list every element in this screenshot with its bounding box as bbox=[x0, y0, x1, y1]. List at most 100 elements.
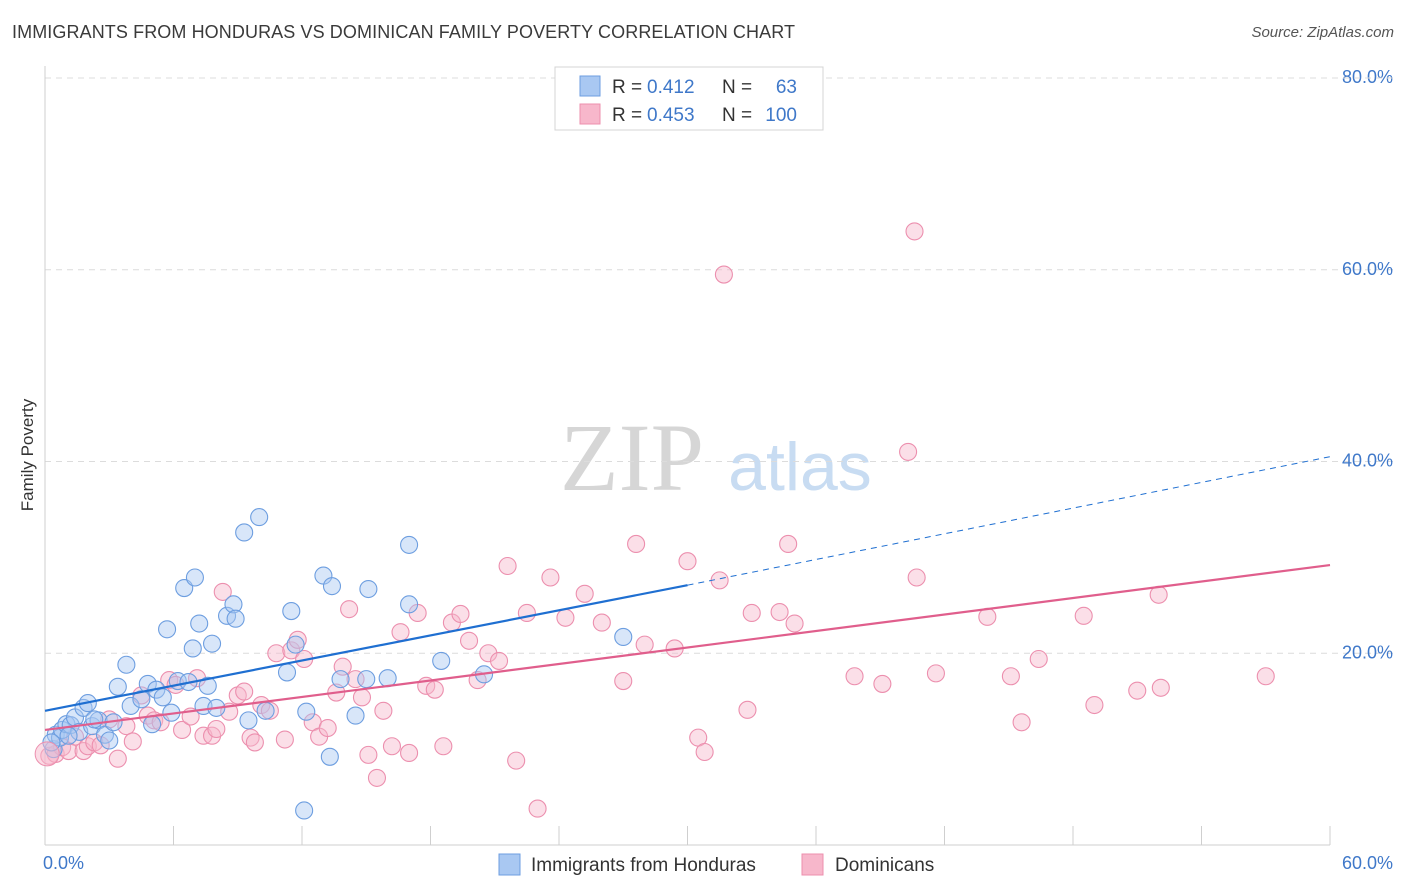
dominican-point bbox=[907, 568, 926, 587]
honduras-point bbox=[322, 577, 342, 596]
legend-r-value: 0.412 bbox=[647, 77, 695, 98]
honduras-point bbox=[400, 535, 419, 554]
dominican-point bbox=[779, 534, 798, 554]
dominican-point bbox=[905, 222, 924, 241]
y-tick-label: 60.0% bbox=[1342, 259, 1393, 279]
honduras-point bbox=[331, 670, 350, 689]
dominican-point bbox=[451, 604, 470, 623]
honduras-point bbox=[295, 801, 314, 820]
honduras-point bbox=[190, 614, 209, 633]
honduras-point bbox=[239, 711, 258, 730]
honduras-trend-line bbox=[44, 584, 688, 712]
y-tick-label: 40.0% bbox=[1342, 451, 1393, 471]
dominican-point bbox=[592, 613, 611, 632]
watermark-atlas: atlas bbox=[728, 429, 872, 505]
dominican-point bbox=[899, 442, 918, 461]
dominican-trend-line bbox=[44, 563, 1331, 732]
honduras-point bbox=[132, 690, 151, 709]
honduras-point bbox=[226, 609, 245, 628]
watermark-zip: ZIP bbox=[560, 404, 704, 511]
legend-n-label: N = bbox=[722, 105, 752, 126]
honduras-point bbox=[359, 579, 378, 599]
honduras-point bbox=[357, 670, 376, 689]
honduras-point bbox=[100, 731, 119, 750]
dominican-point bbox=[235, 682, 254, 701]
honduras-point bbox=[297, 702, 316, 721]
dominican-point bbox=[1029, 649, 1048, 669]
dominican-point bbox=[1128, 681, 1147, 700]
honduras-point bbox=[346, 706, 365, 725]
honduras-point bbox=[59, 726, 78, 745]
dominican-point bbox=[359, 745, 378, 764]
dominican-point bbox=[770, 602, 789, 622]
dominican-point bbox=[507, 751, 526, 770]
honduras-point bbox=[432, 651, 451, 670]
dominican-point bbox=[267, 644, 286, 663]
dominican-point bbox=[207, 719, 226, 739]
dominican-point bbox=[173, 720, 192, 740]
legend-swatch-dominican bbox=[579, 103, 601, 125]
dominican-point bbox=[434, 737, 453, 756]
dominican-point bbox=[374, 701, 393, 720]
dominican-point bbox=[635, 635, 654, 654]
dominican-point bbox=[498, 556, 517, 576]
legend-n-value: 63 bbox=[776, 77, 797, 98]
legend-r-value: 0.453 bbox=[647, 105, 695, 126]
x-tick-label-max: 60.0% bbox=[1342, 853, 1393, 873]
bottom-legend-label-dominican: Dominicans bbox=[835, 855, 934, 876]
dominican-point bbox=[346, 670, 365, 689]
dominican-point bbox=[1012, 713, 1031, 732]
dominican-point bbox=[1074, 606, 1093, 625]
legend-swatch-honduras bbox=[579, 75, 601, 97]
legend-r-label: R = bbox=[612, 105, 642, 126]
dominican-point bbox=[541, 568, 560, 587]
honduras-point bbox=[250, 508, 269, 527]
honduras-point bbox=[614, 627, 633, 647]
dominican-point bbox=[1001, 667, 1020, 686]
honduras-point bbox=[224, 595, 243, 614]
honduras-point bbox=[183, 639, 202, 658]
dominican-point bbox=[845, 667, 864, 686]
chart-source: Source: ZipAtlas.com bbox=[1251, 24, 1394, 41]
honduras-point bbox=[153, 688, 172, 707]
honduras-point bbox=[400, 595, 419, 614]
dominican-point bbox=[873, 674, 892, 693]
honduras-point bbox=[320, 747, 339, 766]
y-tick-label: 20.0% bbox=[1342, 642, 1393, 662]
dominican-point bbox=[352, 688, 372, 707]
dominican-point bbox=[391, 623, 410, 642]
dominican-point bbox=[340, 600, 359, 619]
dominican-point bbox=[318, 718, 337, 738]
chart-title: IMMIGRANTS FROM HONDURAS VS DOMINICAN FA… bbox=[12, 22, 796, 42]
honduras-point bbox=[198, 676, 217, 695]
honduras-point bbox=[143, 715, 162, 734]
dominican-point bbox=[926, 664, 945, 683]
legend-n-label: N = bbox=[722, 77, 752, 98]
x-tick-label-min: 0.0% bbox=[43, 853, 84, 873]
honduras-point bbox=[282, 602, 301, 621]
dominican-point bbox=[245, 733, 264, 752]
honduras-point bbox=[158, 620, 177, 639]
bottom-legend-swatch-honduras bbox=[498, 853, 521, 876]
dominican-point bbox=[528, 799, 547, 818]
dominican-point bbox=[108, 749, 127, 768]
dominican-point bbox=[382, 737, 402, 756]
dominican-point bbox=[91, 736, 110, 755]
honduras-point bbox=[235, 523, 254, 542]
dominican-point bbox=[213, 582, 232, 601]
dominican-point bbox=[627, 534, 646, 554]
dominican-point bbox=[678, 552, 697, 571]
honduras-point bbox=[256, 701, 275, 720]
dominican-point bbox=[614, 672, 633, 691]
honduras-point bbox=[185, 568, 204, 587]
legend-r-label: R = bbox=[612, 77, 642, 98]
dominican-point bbox=[695, 742, 714, 762]
honduras-point bbox=[117, 655, 136, 674]
dominican-point bbox=[1085, 695, 1104, 715]
dominican-point bbox=[785, 614, 804, 633]
dominican-point bbox=[1151, 678, 1170, 697]
dominican-point bbox=[260, 701, 279, 720]
dominican-point bbox=[738, 700, 757, 719]
honduras-point bbox=[108, 677, 127, 696]
